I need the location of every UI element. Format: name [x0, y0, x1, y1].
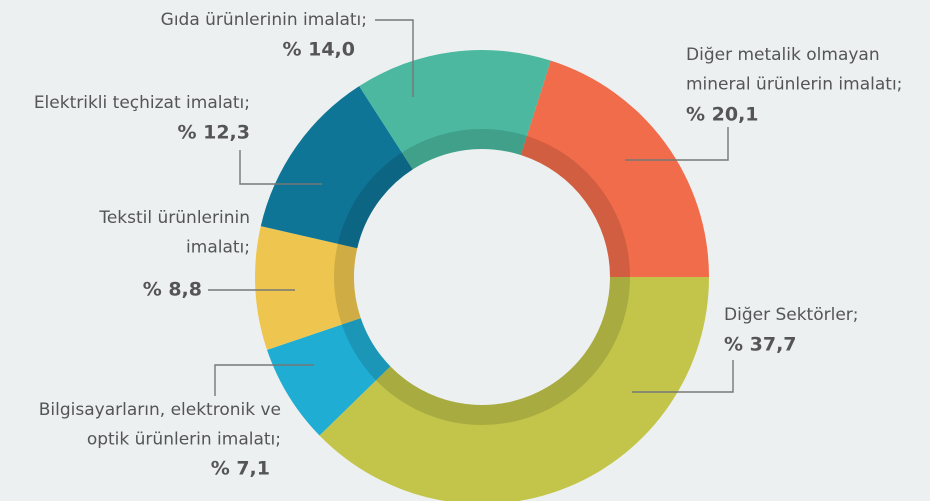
value-label: % 20,1	[686, 104, 759, 126]
donut-segment	[254, 226, 361, 350]
donut-segment	[267, 318, 391, 436]
donut-segment	[520, 60, 709, 277]
leader-line	[632, 360, 734, 393]
inner-band	[334, 129, 630, 425]
value-label: % 7,1	[211, 458, 270, 480]
leader-line	[375, 19, 414, 97]
category-label: Diğer Sektörler;	[724, 305, 859, 325]
donut-segment	[260, 86, 413, 249]
category-label: Tekstil ürünlerinin imalatı;	[98, 208, 250, 258]
category-label: Diğer metalik olmayan mineral ürünlerin i…	[686, 45, 902, 95]
leader-line	[214, 364, 314, 396]
category-label: Elektrikli teçhizat imalatı;	[34, 93, 250, 113]
donut-segment	[319, 277, 709, 501]
leader-line	[239, 150, 322, 185]
value-label: % 37,7	[724, 334, 797, 356]
donut-segment	[359, 49, 551, 170]
value-label: % 14,0	[282, 39, 355, 61]
category-label: Bilgisayarların, elektronik ve optik ürün…	[39, 400, 281, 450]
category-label: Gıda ürünlerinin imalatı;	[161, 10, 367, 30]
leader-line	[625, 127, 729, 161]
value-label: % 12,3	[177, 122, 250, 144]
value-label: % 8,8	[143, 279, 202, 301]
